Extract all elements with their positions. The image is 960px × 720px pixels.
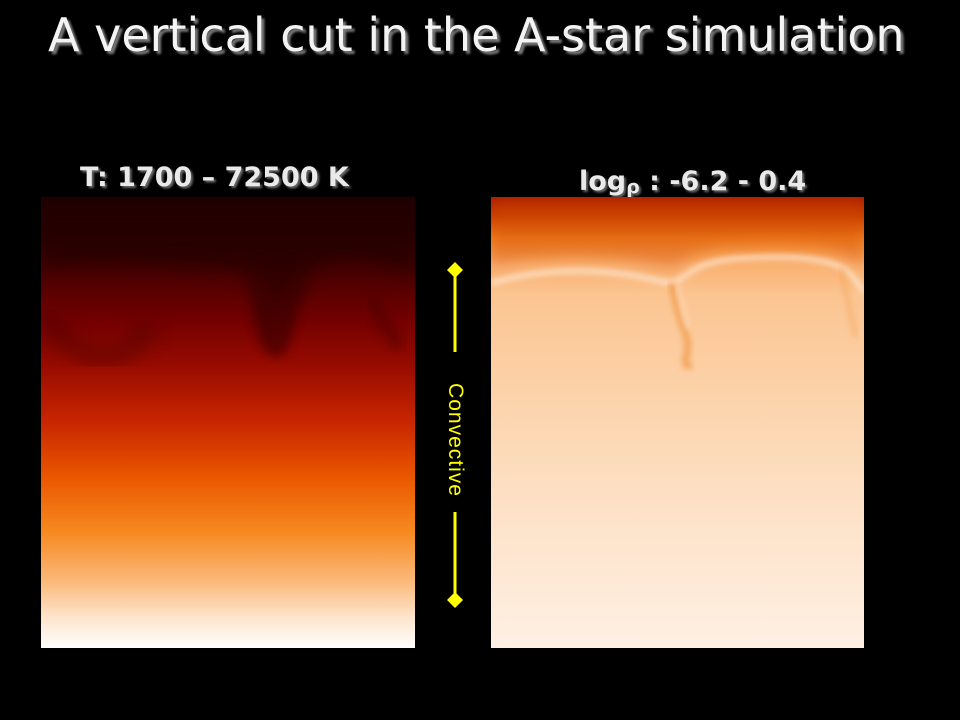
side-plume: [41, 309, 159, 369]
density-range-label: logρ : -6.2 - 0.4: [579, 166, 806, 198]
convective-zone-marker: [447, 262, 463, 608]
downflow-plume: [245, 274, 310, 358]
density-label-symbol: ρ: [626, 176, 640, 198]
temperature-range-label: T: 1700 – 72500 K: [80, 162, 349, 193]
density-label-prefix: log: [579, 166, 627, 197]
edge-plume: [364, 293, 407, 352]
slide-title: A vertical cut in the A-star simulation: [48, 8, 905, 62]
plume-shadow-top: [41, 237, 415, 340]
density-downflow-plume: [667, 282, 694, 370]
density-cut-image: [491, 197, 864, 648]
density-label-suffix: : -6.2 - 0.4: [639, 166, 807, 197]
temperature-field: [41, 197, 415, 648]
diamond-bottom-icon: [447, 592, 463, 608]
density-plume-edge: [675, 284, 691, 330]
density-edge-plume: [838, 266, 859, 338]
diamond-top-icon: [447, 262, 463, 278]
convective-label: Convective: [444, 383, 467, 497]
density-field: [491, 197, 864, 648]
temperature-cut-image: [41, 197, 415, 648]
density-top-band: [491, 197, 864, 269]
